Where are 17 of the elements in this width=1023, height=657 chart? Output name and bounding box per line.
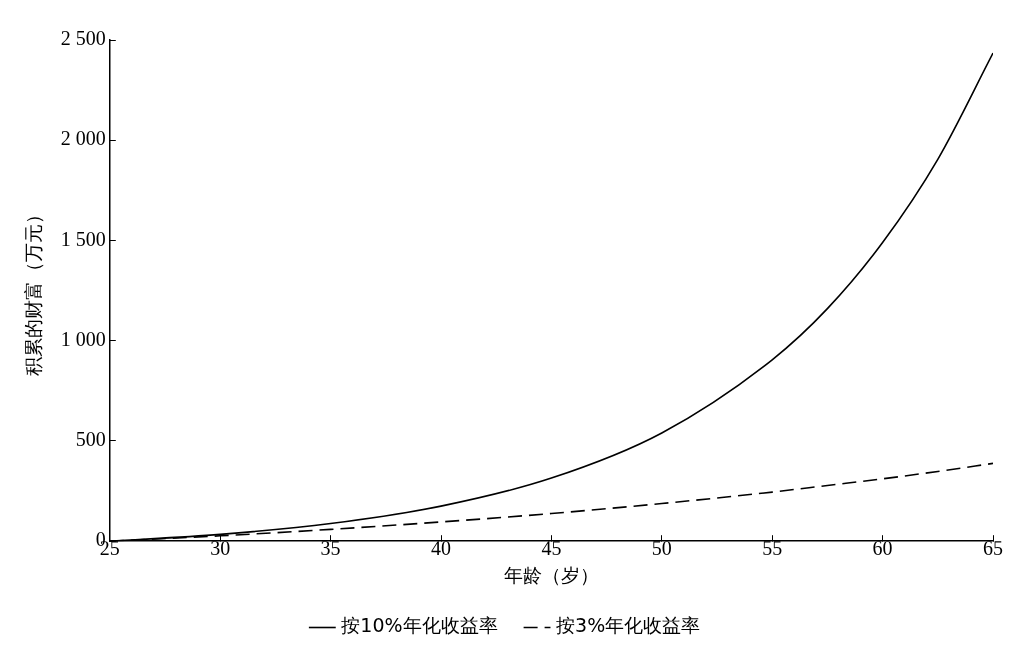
- x-axis-title: 年龄（岁）: [503, 563, 599, 586]
- x-tick-label: 45: [541, 537, 562, 560]
- x-tick-label: 55: [762, 537, 783, 560]
- x-tick-label: 30: [210, 537, 231, 560]
- y-tick-label: 2 000: [60, 127, 106, 150]
- x-tick-label: 50: [651, 537, 672, 560]
- x-tick-label: 35: [320, 537, 341, 560]
- y-axis-title: 积累的财富（万元）: [22, 205, 45, 377]
- legend-label: 按3%年化收益率: [556, 614, 701, 637]
- y-tick-label: 500: [75, 428, 106, 451]
- x-tick-label: 60: [872, 537, 893, 560]
- y-tick-label: 2 500: [60, 27, 106, 50]
- y-tick-label: 1 000: [60, 327, 106, 350]
- x-tick-label: 65: [983, 537, 1003, 560]
- y-tick-label: 1 500: [60, 227, 106, 250]
- x-tick-label: 40: [431, 537, 451, 560]
- legend-label: 按10%年化收益率: [341, 614, 498, 637]
